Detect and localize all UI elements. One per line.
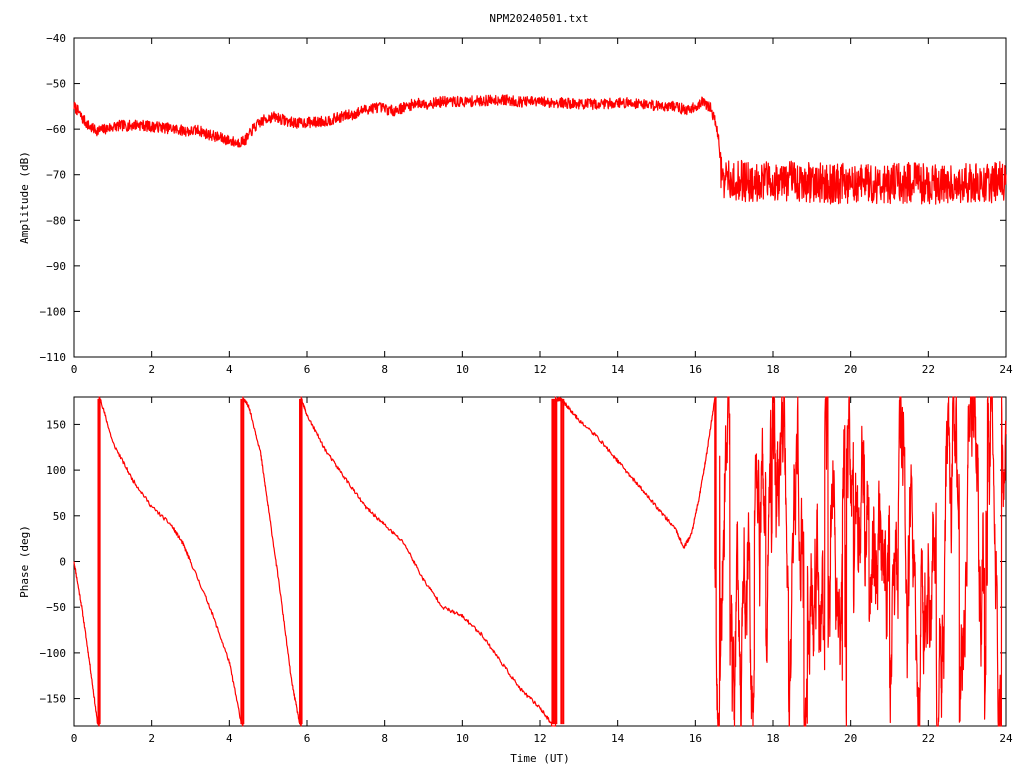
amplitude-x-tick-label: 2 <box>148 363 155 376</box>
amplitude-trace <box>73 94 1007 205</box>
phase-y-tick-label: 150 <box>46 418 66 431</box>
amplitude-y-tick-label: −70 <box>46 169 66 182</box>
amplitude-y-axis-label: Amplitude (dB) <box>18 151 31 244</box>
amplitude-x-tick-label: 4 <box>226 363 233 376</box>
amplitude-y-tick-label: −90 <box>46 260 66 273</box>
phase-panel: 0 2 4 6 8 10 12 14 16 18 20 22 24150100500−50−100−15… <box>18 396 1013 765</box>
phase-y-tick-label: −150 <box>40 693 67 706</box>
amplitude-x-tick-label: 6 <box>304 363 311 376</box>
amplitude-y-tick-label: −60 <box>46 123 66 136</box>
amplitude-y-tick-label: −80 <box>46 214 66 227</box>
amplitude-x-tick-label: 12 <box>533 363 546 376</box>
phase-x-tick-label: 20 <box>844 732 857 745</box>
amplitude-y-tick-label: −110 <box>40 351 67 364</box>
chart-title: NPM20240501.txt <box>489 12 588 25</box>
amplitude-x-tick-label: 10 <box>456 363 469 376</box>
phase-x-tick-label: 14 <box>611 732 625 745</box>
phase-x-tick-label: 0 <box>71 732 78 745</box>
phase-noise-trace <box>714 396 1007 727</box>
phase-y-axis-label: Phase (deg) <box>18 525 31 598</box>
amplitude-x-tick-label: 8 <box>381 363 388 376</box>
phase-y-tick-label: 100 <box>46 464 66 477</box>
amplitude-panel: 0 2 4 6 8 10 12 14 16 18 20 22 24−40−50−60−70−80−90−… <box>18 32 1013 376</box>
phase-x-tick-label: 6 <box>304 732 311 745</box>
phase-x-tick-label: 8 <box>381 732 388 745</box>
amplitude-x-tick-label: 16 <box>689 363 702 376</box>
phase-x-tick-label: 10 <box>456 732 469 745</box>
phase-x-tick-label: 12 <box>533 732 546 745</box>
phase-x-tick-label: 24 <box>999 732 1013 745</box>
phase-y-tick-label: 0 <box>59 556 66 569</box>
phase-x-tick-label: 18 <box>766 732 779 745</box>
amplitude-x-tick-label: 0 <box>71 363 78 376</box>
phase-x-tick-label: 22 <box>922 732 935 745</box>
phase-x-axis-label: Time (UT) <box>510 752 570 765</box>
phase-y-tick-label: −100 <box>40 647 67 660</box>
phase-y-tick-label: 50 <box>53 510 66 523</box>
phase-x-tick-label: 16 <box>689 732 702 745</box>
amplitude-y-tick-label: −50 <box>46 78 66 91</box>
amplitude-y-tick-label: −100 <box>40 305 67 318</box>
phase-x-tick-label: 4 <box>226 732 233 745</box>
amplitude-x-tick-label: 20 <box>844 363 857 376</box>
amplitude-y-tick-label: −40 <box>46 32 66 45</box>
phase-y-tick-label: −50 <box>46 601 66 614</box>
phase-x-tick-label: 2 <box>148 732 155 745</box>
amplitude-x-tick-label: 18 <box>766 363 779 376</box>
amplitude-x-tick-label: 22 <box>922 363 935 376</box>
amplitude-x-tick-label: 14 <box>611 363 625 376</box>
phase-trace <box>73 396 716 727</box>
amplitude-x-tick-label: 24 <box>999 363 1013 376</box>
